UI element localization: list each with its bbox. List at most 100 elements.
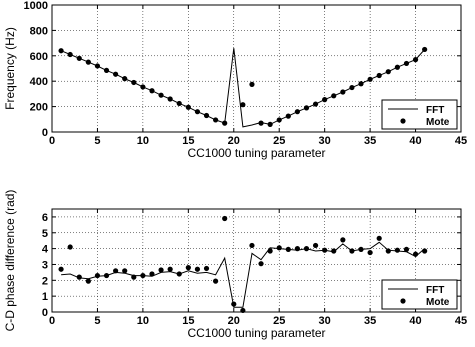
y-tick-label: 3 — [42, 259, 48, 271]
y-axis-label: C-D phase difference (rad) — [3, 190, 17, 332]
y-tick-label: 0 — [42, 127, 48, 139]
data-point-mote — [176, 100, 182, 107]
y-tick-label: 5 — [42, 228, 48, 240]
data-point-mote — [85, 278, 91, 284]
data-point-mote — [103, 67, 110, 74]
data-point-mote — [167, 266, 173, 272]
data-point-mote — [267, 248, 273, 254]
data-point-mote — [149, 88, 155, 94]
data-point-mote — [303, 105, 310, 111]
data-point-mote — [213, 278, 219, 284]
x-tick-label: 15 — [182, 315, 194, 327]
data-point-mote — [76, 274, 82, 280]
y-tick-label: 400 — [30, 76, 48, 88]
series-line-fft — [60, 48, 425, 128]
legend-label: FFT — [426, 105, 444, 116]
data-point-mote — [131, 79, 137, 86]
data-point-mote — [322, 97, 328, 103]
x-tick-label: 40 — [409, 315, 421, 327]
data-point-mote — [176, 271, 182, 277]
legend-marker-swatch — [400, 298, 406, 304]
data-point-mote — [294, 109, 300, 115]
data-point-mote — [222, 215, 228, 222]
data-point-mote — [412, 251, 419, 257]
x-tick-label: 0 — [49, 315, 55, 327]
x-tick-label: 45 — [455, 135, 467, 147]
data-point-mote — [240, 102, 246, 108]
x-tick-label: 35 — [364, 315, 376, 327]
x-tick-label: 35 — [364, 135, 376, 147]
data-point-mote — [403, 246, 410, 253]
y-tick-label: 1000 — [24, 0, 48, 12]
data-point-mote — [94, 272, 101, 279]
data-point-mote — [258, 120, 264, 126]
x-tick-label: 20 — [228, 135, 240, 147]
data-point-mote — [394, 247, 400, 253]
x-tick-label: 25 — [273, 135, 285, 147]
y-axis-label: Frequency (Hz) — [3, 27, 17, 110]
data-point-mote — [285, 246, 291, 253]
legend-box — [381, 99, 458, 130]
data-point-mote — [113, 71, 119, 77]
data-point-mote — [185, 265, 191, 271]
data-point-mote — [103, 272, 110, 279]
data-point-mote — [349, 248, 355, 254]
data-point-mote — [240, 307, 246, 314]
y-tick-label: 4 — [42, 244, 49, 256]
y-tick-label: 800 — [30, 25, 48, 37]
data-point-mote — [94, 63, 101, 69]
data-point-mote — [113, 268, 119, 274]
data-point-mote — [203, 265, 210, 272]
data-point-mote — [185, 104, 191, 110]
data-point-mote — [422, 46, 428, 53]
data-point-mote — [403, 60, 410, 67]
y-tick-label: 600 — [30, 51, 48, 63]
x-tick-label: 5 — [94, 315, 100, 327]
data-point-mote — [122, 268, 128, 274]
data-point-mote — [67, 51, 73, 58]
data-point-mote — [67, 244, 73, 250]
x-tick-label: 25 — [273, 315, 285, 327]
data-point-mote — [422, 248, 428, 254]
x-tick-label: 15 — [182, 135, 194, 147]
data-point-mote — [222, 120, 228, 126]
legend-label: FFT — [426, 285, 444, 296]
x-tick-label: 0 — [49, 135, 55, 147]
data-point-mote — [194, 109, 201, 115]
data-point-mote — [158, 92, 164, 98]
x-tick-label: 30 — [319, 135, 331, 147]
data-point-mote — [258, 261, 264, 267]
y-tick-label: 2 — [42, 275, 48, 287]
data-point-mote — [158, 267, 164, 273]
data-point-mote — [194, 266, 201, 272]
data-point-mote — [340, 89, 346, 95]
data-point-mote — [331, 93, 337, 99]
data-point-mote — [367, 249, 373, 256]
data-point-mote — [58, 266, 64, 272]
data-point-mote — [412, 57, 419, 63]
data-point-mote — [385, 69, 391, 75]
legend-box — [381, 279, 458, 310]
data-point-mote — [249, 81, 255, 87]
legend-label: Mote — [426, 297, 450, 308]
data-point-mote — [58, 48, 64, 54]
data-point-mote — [213, 117, 219, 123]
data-point-mote — [276, 117, 282, 123]
data-point-mote — [231, 301, 237, 307]
data-point-mote — [367, 76, 373, 82]
x-tick-label: 30 — [319, 315, 331, 327]
x-tick-label: 10 — [137, 315, 149, 327]
legend-label: Mote — [426, 117, 450, 128]
data-point-mote — [140, 272, 146, 279]
data-point-mote — [331, 248, 337, 254]
data-point-mote — [358, 81, 364, 87]
data-point-mote — [131, 274, 137, 280]
data-point-mote — [149, 271, 155, 277]
data-point-mote — [376, 72, 382, 79]
data-point-mote — [276, 245, 282, 251]
x-tick-label: 45 — [455, 315, 467, 327]
data-point-mote — [303, 246, 310, 252]
